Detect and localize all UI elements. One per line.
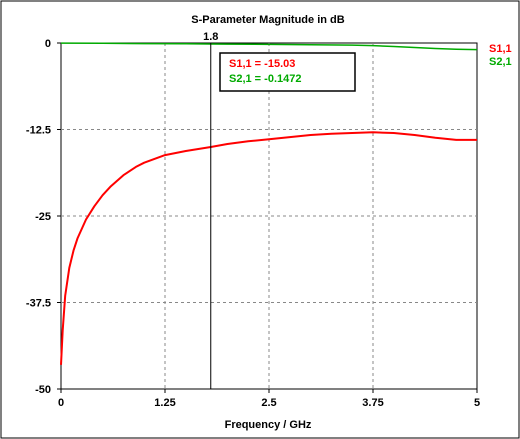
series-line-s11	[60, 131, 477, 365]
marker[interactable]: 1.8 S1,1 = -15.03 S2,1 = -0.1472	[203, 31, 356, 389]
x-tick-label: 3.75	[362, 397, 383, 409]
x-tick-label: 5	[474, 397, 480, 409]
y-tick-label: -12.5	[26, 125, 51, 137]
marker-readout-text: S1,1 = -15.03	[229, 58, 295, 70]
marker-readout-box	[219, 52, 356, 92]
legend-entry: S1,1	[489, 43, 512, 55]
x-tick-label: 0	[58, 397, 64, 409]
legend-entry: S2,1	[489, 56, 512, 68]
series-lines	[60, 42, 478, 365]
y-tick-label: -50	[35, 384, 51, 396]
chart-title: S-Parameter Magnitude in dB	[191, 14, 344, 26]
marker-readout-text: S2,1 = -0.1472	[229, 73, 301, 85]
series-line-s21	[60, 42, 478, 51]
x-axis-label: Frequency / GHz	[225, 419, 312, 431]
marker-label: 1.8	[203, 31, 218, 43]
grid-lines	[61, 43, 477, 389]
axis-labels: 0 1.25 2.5 3.75 5 0 -12.5 -25 -37.5 -50	[26, 38, 480, 409]
x-tick-label: 2.5	[261, 397, 276, 409]
y-tick-label: -25	[35, 211, 51, 223]
legend: S1,1S2,1	[489, 43, 512, 68]
x-tick-label: 1.25	[154, 397, 175, 409]
y-tick-label: -37.5	[26, 298, 51, 310]
y-tick-label: 0	[45, 38, 51, 50]
